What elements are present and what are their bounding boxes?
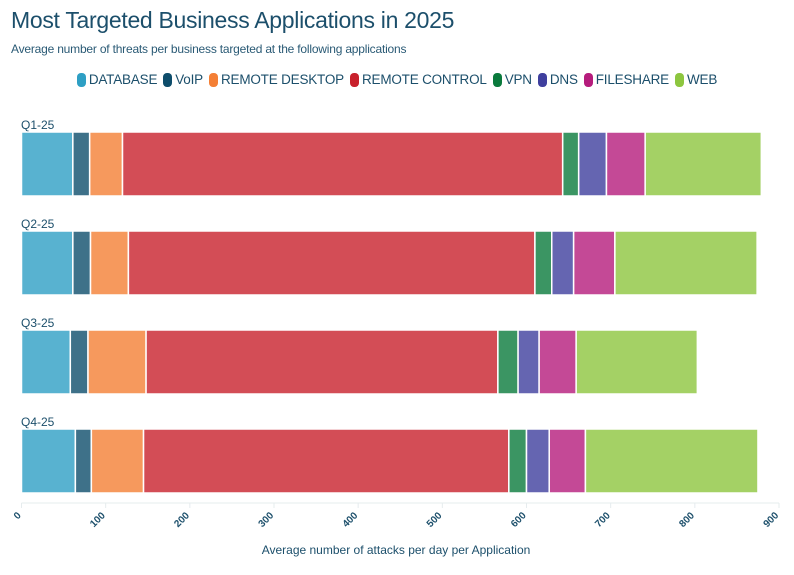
legend-item[interactable]: REMOTE CONTROL xyxy=(349,72,487,87)
bar-segment xyxy=(88,131,124,197)
category-label: Q2-25 xyxy=(21,217,55,231)
x-axis-label: Average number of attacks per day per Ap… xyxy=(262,543,531,557)
bar-segment xyxy=(575,329,699,395)
x-tick-label: 800 xyxy=(677,510,697,530)
bar-segment xyxy=(87,329,147,395)
bar-segment xyxy=(644,131,763,197)
bar-segment xyxy=(561,131,580,197)
bar-segment xyxy=(90,428,145,494)
x-tick-label: 900 xyxy=(762,510,782,530)
bar-segment xyxy=(548,428,587,494)
legend-item[interactable]: DATABASE xyxy=(76,72,158,87)
legend-item[interactable]: WEB xyxy=(675,72,717,87)
legend-swatch xyxy=(349,72,359,87)
legend-label: REMOTE DESKTOP xyxy=(220,72,344,87)
x-tick-label: 100 xyxy=(88,510,108,530)
bar-segment xyxy=(142,428,510,494)
legend-swatch xyxy=(492,72,502,87)
chart-subtitle: Average number of threats per business t… xyxy=(11,42,407,56)
bar-segment xyxy=(551,230,575,296)
bar-segment xyxy=(614,230,758,296)
bar-segment xyxy=(605,131,646,197)
bar-segment xyxy=(534,230,553,296)
bar-segment xyxy=(20,329,72,395)
bar-segment xyxy=(74,428,93,494)
bar-segment xyxy=(89,230,130,296)
bar-segment xyxy=(69,329,89,395)
legend-label: VPN xyxy=(504,72,532,87)
legend-label: DNS xyxy=(549,72,578,87)
x-tick-label: 200 xyxy=(172,510,192,530)
legend-swatch xyxy=(208,72,218,87)
legend-swatch xyxy=(163,72,173,87)
bar-segment xyxy=(72,131,91,197)
bar-segment xyxy=(577,131,608,197)
bar-segment xyxy=(127,230,536,296)
bar-segment xyxy=(517,329,540,395)
x-tick-label: 400 xyxy=(341,510,361,530)
x-tick-label: 300 xyxy=(257,510,277,530)
bar-segment xyxy=(497,329,519,395)
legend-label: FILESHARE xyxy=(595,72,669,87)
bar-segment xyxy=(525,428,550,494)
bar-segment xyxy=(20,131,74,197)
category-label: Q4-25 xyxy=(21,415,55,429)
legend-swatch xyxy=(537,72,547,87)
legend-item[interactable]: VPN xyxy=(492,72,532,87)
category-label: Q3-25 xyxy=(21,316,55,330)
bar-segment xyxy=(145,329,499,395)
x-tick-label: 0 xyxy=(12,510,24,522)
legend-label: VoIP xyxy=(175,72,203,87)
legend-swatch xyxy=(76,72,86,87)
legend-item[interactable]: VoIP xyxy=(163,72,203,87)
legend-item[interactable]: DNS xyxy=(537,72,578,87)
bar-segment xyxy=(508,428,528,494)
legend-swatch xyxy=(583,72,593,87)
bar-segment xyxy=(572,230,616,296)
bar-segment xyxy=(538,329,577,395)
bar-segment xyxy=(584,428,759,494)
legend-item[interactable]: REMOTE DESKTOP xyxy=(208,72,344,87)
x-tick-label: 500 xyxy=(425,510,445,530)
legend-label: REMOTE CONTROL xyxy=(361,72,487,87)
x-tick-label: 600 xyxy=(509,510,529,530)
bar-segment xyxy=(72,230,92,296)
bar-segment xyxy=(121,131,564,197)
legend-item[interactable]: FILESHARE xyxy=(583,72,669,87)
legend: DATABASE VoIP REMOTE DESKTOP REMOTE CONTROL… xyxy=(0,72,794,90)
legend-label: DATABASE xyxy=(88,72,158,87)
chart-title: Most Targeted Business Applications in 2… xyxy=(11,7,455,33)
x-tick-label: 700 xyxy=(593,510,613,530)
category-label: Q1-25 xyxy=(21,118,55,132)
bar-segment xyxy=(20,230,74,296)
bar-segment xyxy=(20,428,77,494)
legend-swatch xyxy=(675,72,684,87)
legend-label: WEB xyxy=(687,72,718,87)
